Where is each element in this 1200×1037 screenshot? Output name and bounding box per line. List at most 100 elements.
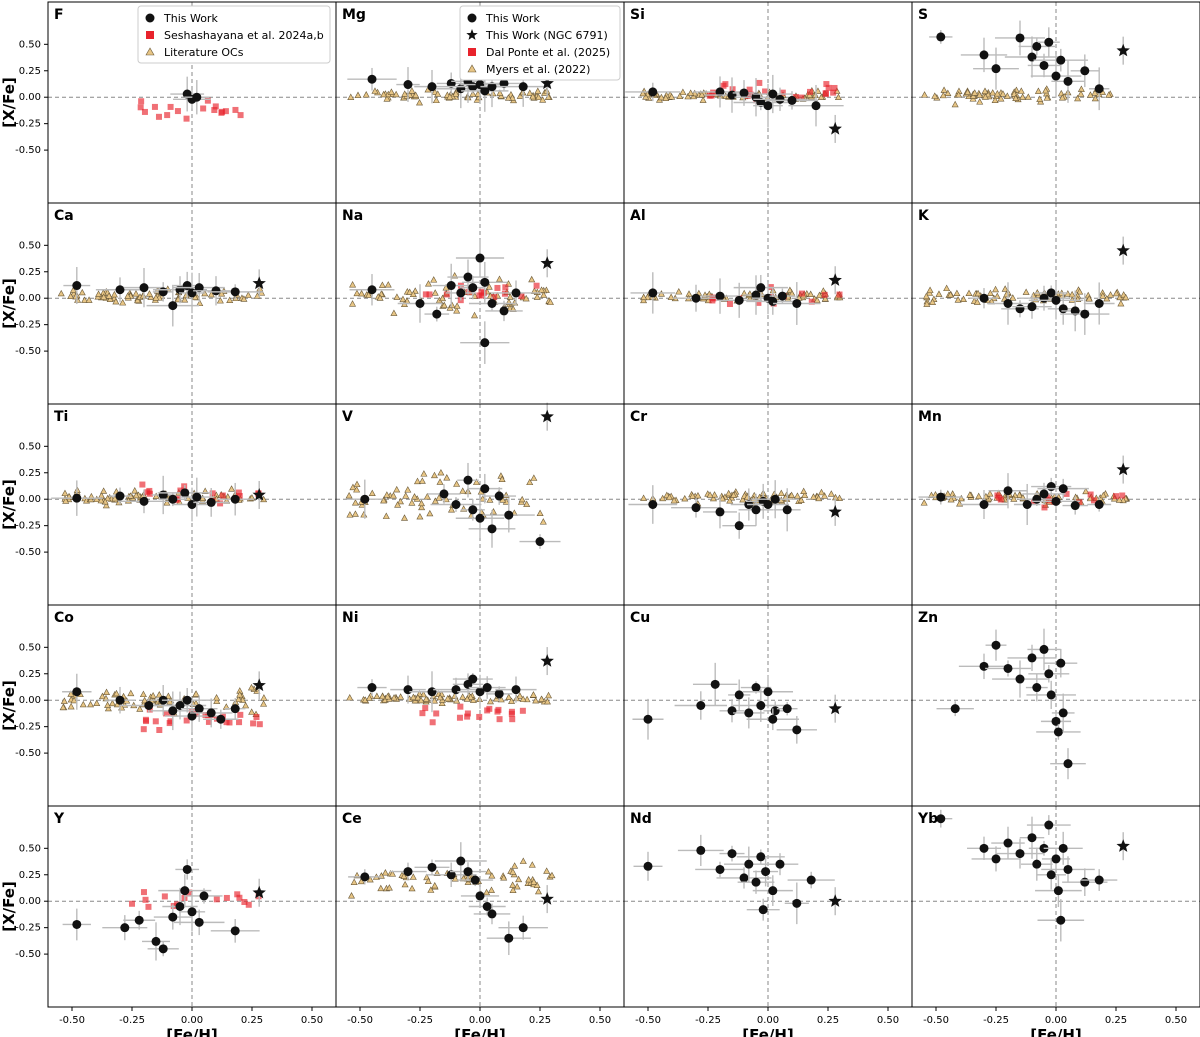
literature-point [519, 857, 527, 864]
comparison-point [129, 900, 136, 907]
literature-point [104, 494, 112, 502]
this-work-point [751, 290, 761, 300]
this-work-point [710, 679, 720, 689]
literature-point [432, 96, 440, 104]
element-label: Al [630, 208, 646, 224]
literature-point [434, 90, 442, 97]
this-work-point [468, 283, 478, 293]
comparison-point [204, 97, 211, 104]
literature-point [668, 93, 676, 100]
literature-point [124, 292, 132, 299]
this-work-point [1039, 60, 1049, 70]
literature-point [500, 874, 508, 881]
literature-point [483, 888, 491, 896]
y-axis-label: [X/Fe] [0, 77, 18, 128]
this-work-point [115, 491, 125, 501]
comparison-point [496, 716, 503, 723]
comparison-point [250, 720, 257, 727]
legend-mg: This Work This Work (NGC 6791) Dal Ponte e… [459, 5, 621, 81]
this-work-point [175, 902, 185, 911]
comparison-point [821, 291, 828, 298]
ngc6791-point [252, 885, 266, 899]
this-work-point [763, 687, 773, 697]
literature-point [665, 493, 673, 501]
literature-point [112, 689, 120, 697]
literature-point [509, 881, 517, 888]
y-tick-label: 0.00 [19, 494, 41, 505]
literature-point [437, 468, 445, 476]
literature-point [97, 496, 105, 504]
ngc6791-point [1116, 43, 1130, 57]
comparison-point [193, 710, 200, 717]
panel-f: F -0.50 -0.25 0.00 0.25 0.50 [X/Fe] [0, 1, 337, 204]
literature-point [384, 692, 392, 700]
literature-point [532, 696, 540, 704]
this-work-point [763, 101, 773, 111]
this-work-point [511, 685, 521, 695]
y-tick-label: -0.25 [15, 923, 41, 934]
this-work-point [1080, 66, 1090, 76]
literature-point [1107, 291, 1115, 298]
legend-entry-label: This Work [163, 12, 218, 25]
comparison-point [762, 88, 769, 95]
this-work-point [158, 490, 168, 500]
literature-point [817, 488, 825, 496]
literature-point [670, 496, 678, 504]
literature-point [502, 491, 510, 499]
y-tick-label: 0.50 [19, 39, 41, 50]
this-work-point [194, 917, 204, 927]
literature-point [62, 497, 70, 504]
this-work-point [1051, 496, 1061, 506]
y-tick-label: 0.00 [19, 695, 41, 706]
comparison-point [140, 889, 147, 896]
literature-point [59, 703, 67, 711]
this-work-point [482, 683, 492, 693]
literature-point [79, 700, 87, 708]
this-work-point [768, 296, 778, 306]
literature-point [422, 695, 430, 702]
literature-point [511, 862, 519, 869]
legend-marker-triangle [145, 47, 155, 56]
panel-co: Co -0.50 -0.25 0.00 0.25 0.50 [X/Fe] [0, 604, 337, 807]
comparison-point [502, 284, 509, 291]
literature-point [1058, 94, 1066, 101]
comparison-point [256, 721, 263, 728]
comparison-point [823, 81, 830, 88]
literature-point [718, 494, 726, 502]
this-work-point [480, 484, 490, 494]
this-work-point [770, 706, 780, 716]
comparison-point [222, 108, 229, 115]
this-work-point [770, 494, 780, 504]
this-work-point [360, 872, 370, 882]
literature-point [993, 89, 1001, 97]
literature-point [244, 291, 252, 298]
this-work-point [811, 101, 821, 111]
literature-point [815, 494, 823, 502]
x-axis-label: [Fe/H] [454, 1026, 506, 1037]
literature-point [953, 289, 961, 297]
literature-point [1019, 93, 1027, 100]
literature-point [1009, 294, 1017, 301]
literature-point [485, 283, 493, 290]
this-work-point [535, 537, 545, 547]
panel-y: Y -0.50 -0.25 0.00 0.25 0.50 [X/Fe] -0.50 -0.25 0… [0, 805, 337, 1037]
this-work-point [1058, 843, 1068, 853]
literature-point [371, 87, 379, 94]
comparison-point [146, 487, 153, 494]
comparison-point [177, 487, 184, 494]
element-label: Ti [54, 409, 68, 425]
literature-point [408, 499, 416, 506]
literature-point [1077, 90, 1085, 97]
this-work-point [751, 505, 761, 515]
literature-point [104, 704, 112, 712]
literature-point [505, 693, 513, 700]
literature-point [152, 294, 160, 301]
literature-point [834, 93, 842, 101]
this-work-point [72, 687, 82, 697]
literature-point [400, 872, 408, 880]
literature-point [793, 492, 801, 499]
literature-point [67, 702, 75, 710]
comparison-point [457, 703, 464, 710]
this-work-point [499, 306, 509, 316]
legend-entry-label: This Work [485, 12, 540, 25]
